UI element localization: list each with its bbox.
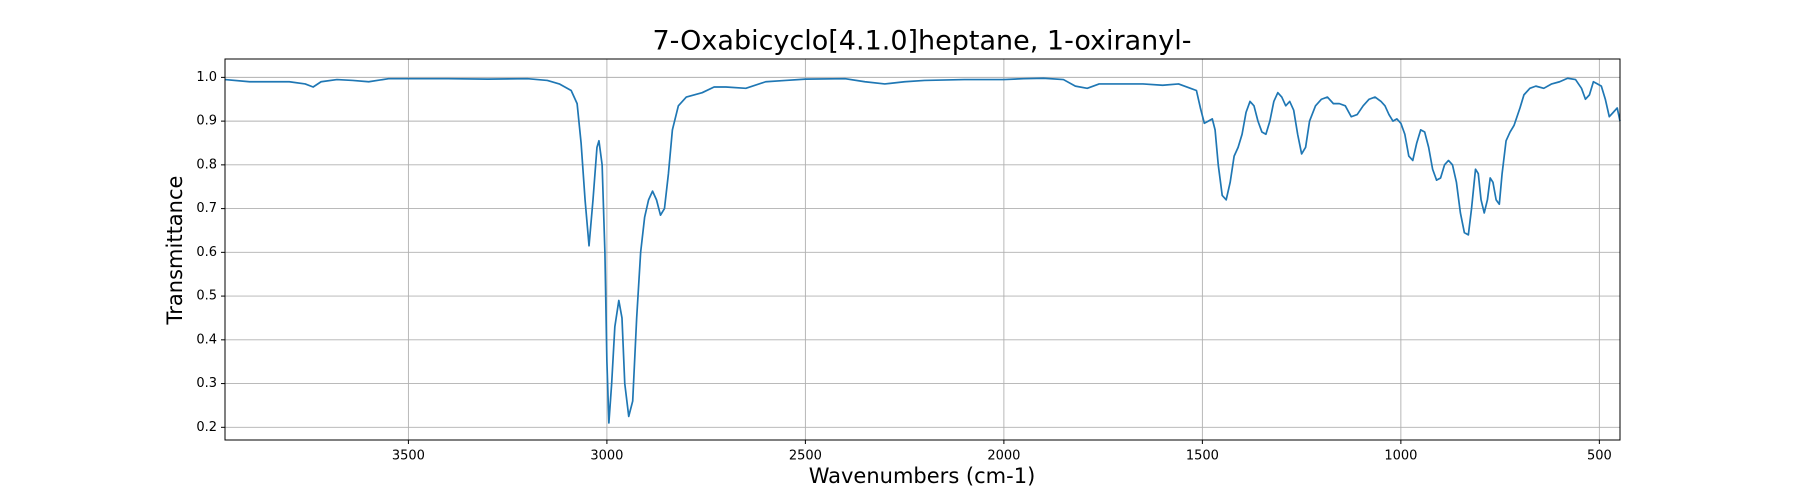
- y-tick-label: 0.5: [196, 289, 217, 304]
- x-tick-label: 1000: [1384, 449, 1417, 464]
- x-tick-label: 500: [1587, 449, 1612, 464]
- x-tick-label: 3000: [590, 449, 623, 464]
- y-tick-label: 0.3: [196, 376, 217, 391]
- y-tick-label: 1.0: [196, 70, 217, 85]
- x-tick-label: 2000: [987, 449, 1020, 464]
- y-tick-label: 0.8: [196, 157, 217, 172]
- y-tick-label: 0.2: [196, 420, 217, 435]
- y-tick-label: 0.6: [196, 245, 217, 260]
- spectrum-line: [224, 77, 1621, 424]
- x-axis-label: Wavenumbers (cm-1): [809, 464, 1036, 488]
- x-tick-label: 2500: [789, 449, 822, 464]
- chart-title: 7-Oxabicyclo[4.1.0]heptane, 1-oxiranyl-: [653, 26, 1192, 57]
- x-tick-label: 3500: [392, 449, 425, 464]
- x-tick-label: 1500: [1186, 449, 1219, 464]
- y-tick-label: 0.4: [196, 332, 217, 347]
- y-axis-label: Transmittance: [163, 176, 187, 326]
- y-tick-label: 0.9: [196, 114, 217, 129]
- plot-frame: [224, 58, 1621, 441]
- y-tick-label: 0.7: [196, 201, 217, 216]
